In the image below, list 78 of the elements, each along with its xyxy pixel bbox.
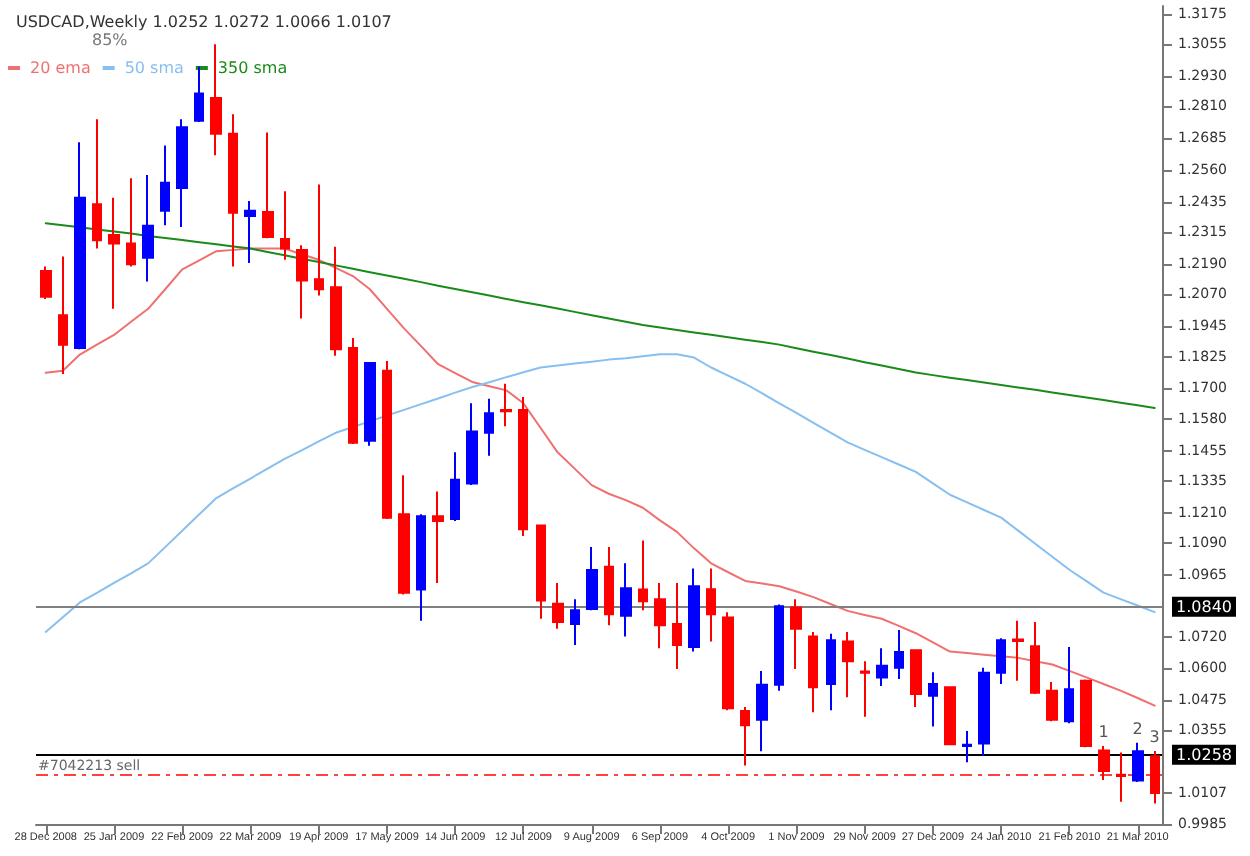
candlestick bbox=[40, 265, 52, 300]
legend-label: 50 sma bbox=[124, 59, 185, 77]
candlestick bbox=[348, 337, 358, 445]
candlestick bbox=[296, 244, 308, 320]
candlestick bbox=[722, 611, 734, 712]
candlestick bbox=[638, 539, 648, 612]
candlestick bbox=[262, 131, 274, 240]
candlestick bbox=[996, 637, 1006, 686]
candlestick bbox=[756, 670, 768, 753]
candlestick bbox=[228, 113, 238, 268]
legend-label: 20 ema bbox=[30, 59, 91, 77]
candlestick bbox=[944, 686, 956, 746]
candlestick bbox=[672, 581, 682, 671]
candlestick bbox=[826, 632, 836, 712]
candlestick bbox=[92, 118, 102, 250]
candlestick bbox=[518, 395, 528, 537]
candlestick bbox=[570, 598, 580, 646]
candlestick bbox=[962, 730, 972, 764]
candlestick bbox=[74, 141, 86, 351]
candlestick bbox=[314, 183, 324, 297]
candlestick bbox=[808, 630, 818, 714]
candlestick bbox=[586, 546, 598, 612]
candlestick bbox=[1116, 751, 1126, 803]
line-series bbox=[44, 353, 1156, 633]
candlestick bbox=[894, 628, 904, 680]
candlestick bbox=[536, 524, 546, 620]
candlestick bbox=[108, 196, 120, 310]
candlestick bbox=[654, 581, 666, 650]
annotation: 2 bbox=[1132, 719, 1143, 738]
candlestick bbox=[1150, 750, 1160, 805]
candlestick bbox=[142, 173, 154, 283]
annotation: 85% bbox=[92, 31, 129, 49]
ref-line-label: 1.0840 bbox=[1176, 597, 1232, 616]
annotation: 1 bbox=[1098, 723, 1109, 742]
candlestick bbox=[706, 567, 716, 643]
candlestick bbox=[928, 671, 938, 728]
candlestick bbox=[484, 397, 494, 457]
candlestick bbox=[398, 474, 410, 596]
candlestick bbox=[604, 546, 614, 627]
candlestick bbox=[466, 402, 478, 487]
candlestick bbox=[126, 177, 136, 268]
candlestick bbox=[160, 144, 170, 227]
candlestick bbox=[1132, 741, 1144, 784]
legend-label: 350 sma bbox=[217, 59, 288, 77]
candlestick bbox=[842, 630, 854, 699]
candlestick bbox=[176, 118, 188, 229]
candlestick bbox=[280, 190, 290, 261]
candlestick bbox=[910, 649, 922, 708]
candlestick bbox=[1080, 678, 1092, 749]
candlestick bbox=[620, 562, 632, 638]
candlestick bbox=[58, 255, 68, 376]
candlestick bbox=[500, 382, 512, 428]
candlestick bbox=[860, 660, 870, 718]
candlestick bbox=[330, 245, 342, 357]
candlestick bbox=[1012, 619, 1024, 682]
candlestick bbox=[416, 513, 426, 622]
candlestick bbox=[1046, 680, 1058, 723]
candlestick bbox=[382, 359, 392, 520]
candlestick bbox=[790, 598, 802, 671]
candlestick bbox=[876, 647, 888, 688]
candlestick bbox=[688, 567, 700, 653]
chart-title: USDCAD,Weekly 1.0252 1.0272 1.0066 1.0107 bbox=[16, 13, 392, 31]
candlestick bbox=[432, 490, 444, 584]
candlestick bbox=[774, 603, 784, 692]
ref-line-label: 1.0258 bbox=[1176, 745, 1232, 764]
candlestick bbox=[450, 451, 460, 522]
candlestick bbox=[978, 666, 990, 757]
candlestick bbox=[1064, 645, 1074, 725]
candlestick bbox=[364, 361, 376, 447]
candlestick bbox=[1030, 621, 1040, 695]
candlestick bbox=[244, 200, 256, 265]
candlestick bbox=[1098, 745, 1110, 782]
candlestick bbox=[210, 43, 222, 157]
line-series bbox=[44, 247, 1156, 707]
annotation: 3 bbox=[1149, 728, 1160, 747]
candlestick bbox=[740, 705, 750, 767]
candlestick bbox=[552, 581, 564, 630]
line-series bbox=[44, 222, 1156, 409]
